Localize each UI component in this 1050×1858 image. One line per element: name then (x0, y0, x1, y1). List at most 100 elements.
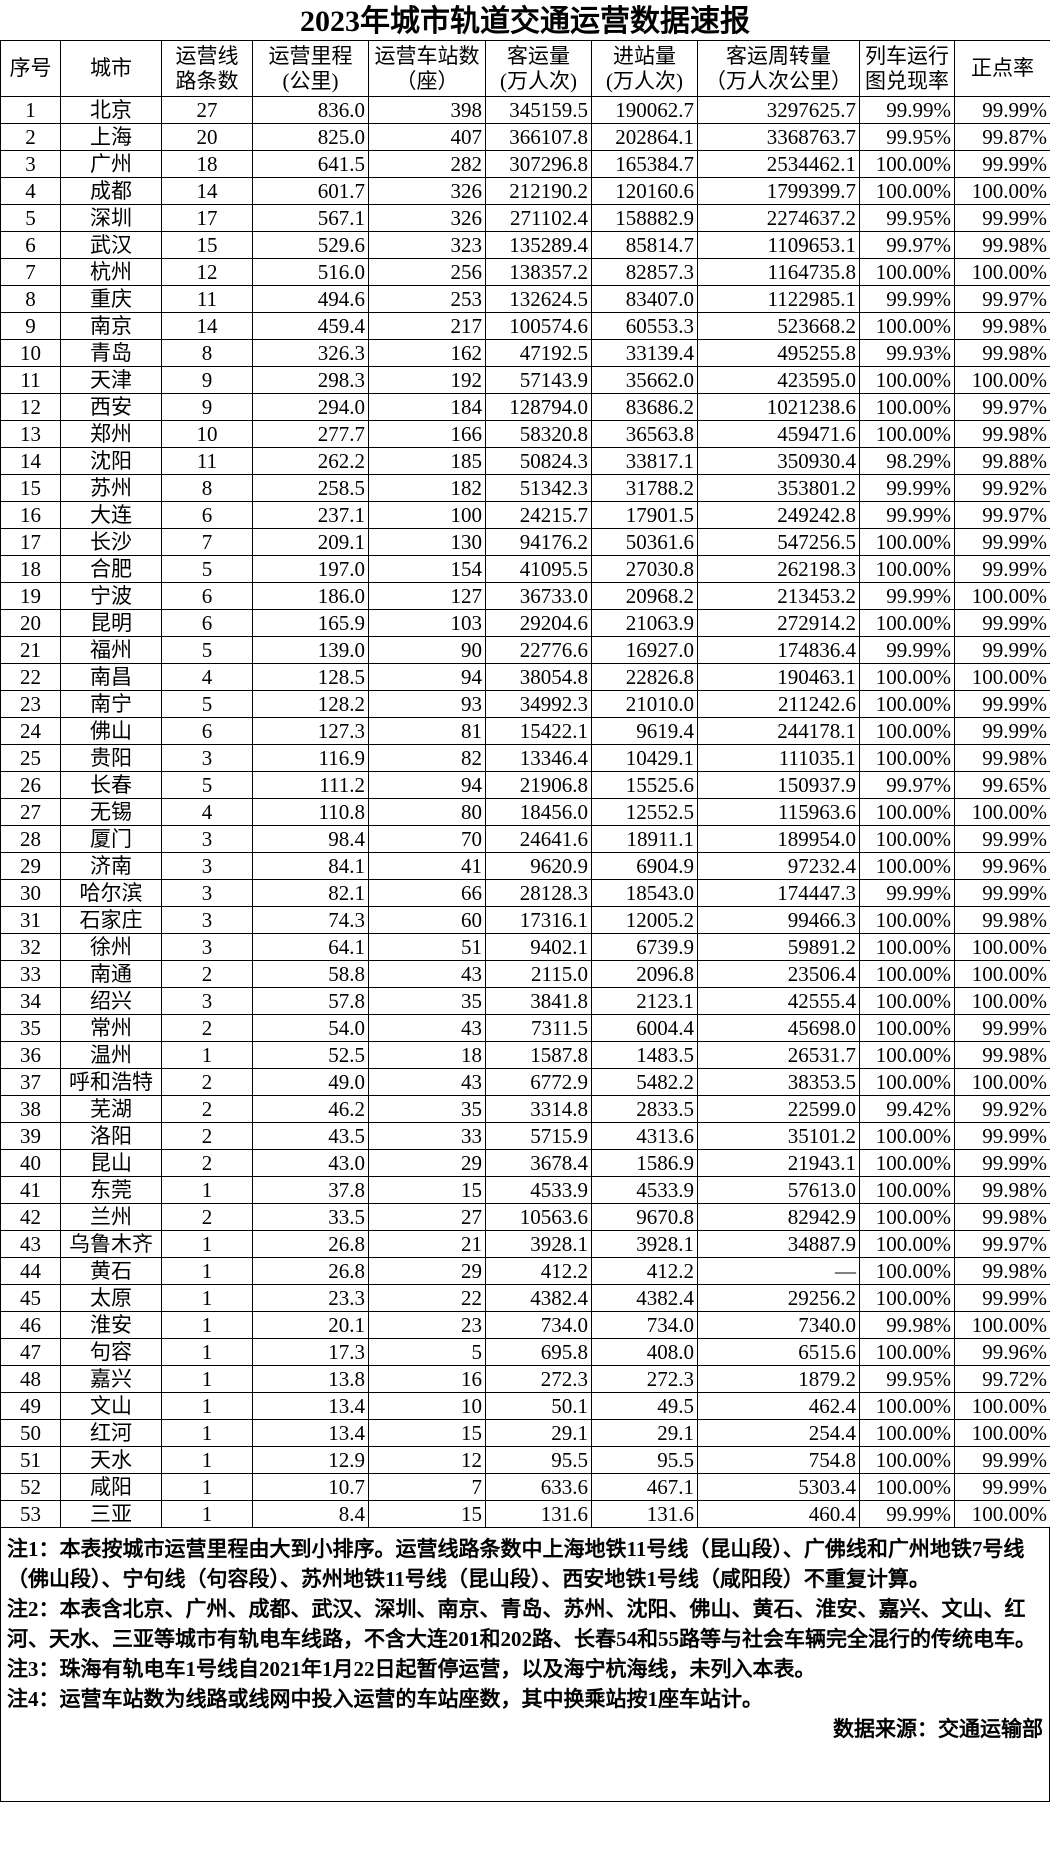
cell-punctuality-rate: 99.97% (954, 393, 1050, 421)
cell-seq: 42 (0, 1203, 61, 1231)
cell-passenger-turnover: 23506.4 (697, 960, 860, 988)
cell-passenger-volume: 695.8 (485, 1338, 592, 1366)
cell-entry-volume: 16927.0 (591, 636, 698, 664)
cell-station-count: 27 (368, 1203, 486, 1231)
cell-city: 南通 (60, 960, 162, 988)
cell-timetable-rate: 100.00% (859, 609, 955, 637)
cell-entry-volume: 165384.7 (591, 150, 698, 178)
cell-seq: 3 (0, 150, 61, 178)
table-row: 36 温州 1 52.5 18 1587.8 1483.5 26531.7 100.00% 99.… (0, 1041, 1050, 1069)
cell-seq: 25 (0, 744, 61, 772)
cell-timetable-rate: 100.00% (859, 744, 955, 772)
cell-punctuality-rate: 99.99% (954, 825, 1050, 853)
table-row: 40 昆山 2 43.0 29 3678.4 1586.9 21943.1 100.00% 99.… (0, 1149, 1050, 1177)
cell-station-count: 217 (368, 312, 486, 340)
cell-mileage: 494.6 (252, 285, 369, 313)
cell-punctuality-rate: 100.00% (954, 960, 1050, 988)
cell-passenger-volume: 57143.9 (485, 366, 592, 394)
note-4: 注4：运营车站数为线路或线网中投入运营的车站座数，其中换乘站按1座车站计。 (7, 1687, 763, 1711)
cell-seq: 1 (0, 96, 61, 124)
cell-mileage: 26.8 (252, 1230, 369, 1258)
cell-entry-volume: 27030.8 (591, 555, 698, 583)
cell-mileage: 52.5 (252, 1041, 369, 1069)
cell-entry-volume: 1483.5 (591, 1041, 698, 1069)
cell-passenger-turnover: 5303.4 (697, 1473, 860, 1501)
cell-seq: 33 (0, 960, 61, 988)
table-row: 32 徐州 3 64.1 51 9402.1 6739.9 59891.2 100.00% 100… (0, 933, 1050, 961)
cell-station-count: 184 (368, 393, 486, 421)
cell-punctuality-rate: 99.97% (954, 1230, 1050, 1258)
cell-passenger-turnover: 423595.0 (697, 366, 860, 394)
cell-seq: 49 (0, 1392, 61, 1420)
cell-seq: 47 (0, 1338, 61, 1366)
cell-passenger-volume: 58320.8 (485, 420, 592, 448)
cell-line-count: 1 (161, 1311, 253, 1339)
cell-station-count: 66 (368, 879, 486, 907)
cell-timetable-rate: 100.00% (859, 1068, 955, 1096)
cell-timetable-rate: 100.00% (859, 1230, 955, 1258)
cell-seq: 32 (0, 933, 61, 961)
table-row: 25 贵阳 3 116.9 82 13346.4 10429.1 111035.1 100.00… (0, 744, 1050, 772)
cell-line-count: 3 (161, 825, 253, 853)
cell-entry-volume: 6004.4 (591, 1014, 698, 1042)
cell-punctuality-rate: 99.87% (954, 123, 1050, 151)
cell-timetable-rate: 99.99% (859, 285, 955, 313)
cell-entry-volume: 272.3 (591, 1365, 698, 1393)
cell-mileage: 459.4 (252, 312, 369, 340)
cell-city: 芜湖 (60, 1095, 162, 1123)
cell-passenger-turnover: 42555.4 (697, 987, 860, 1015)
cell-seq: 6 (0, 231, 61, 259)
cell-mileage: 13.4 (252, 1419, 369, 1447)
cell-seq: 27 (0, 798, 61, 826)
table-row: 35 常州 2 54.0 43 7311.5 6004.4 45698.0 100.00% 99.… (0, 1014, 1050, 1042)
table-row: 46 淮安 1 20.1 23 734.0 734.0 7340.0 99.98% 100.00% (0, 1311, 1050, 1339)
cell-passenger-turnover: 754.8 (697, 1446, 860, 1474)
cell-passenger-volume: 50.1 (485, 1392, 592, 1420)
cell-seq: 53 (0, 1500, 61, 1528)
cell-city: 济南 (60, 852, 162, 880)
cell-station-count: 22 (368, 1284, 486, 1312)
cell-punctuality-rate: 99.98% (954, 420, 1050, 448)
cell-station-count: 5 (368, 1338, 486, 1366)
cell-mileage: 10.7 (252, 1473, 369, 1501)
cell-passenger-turnover: 1164735.8 (697, 258, 860, 286)
cell-passenger-volume: 13346.4 (485, 744, 592, 772)
cell-timetable-rate: 100.00% (859, 825, 955, 853)
cell-line-count: 5 (161, 690, 253, 718)
cell-entry-volume: 4313.6 (591, 1122, 698, 1150)
cell-entry-volume: 21063.9 (591, 609, 698, 637)
cell-timetable-rate: 100.00% (859, 1176, 955, 1204)
column-header-passenger-turnover: 客运周转量 （万人次公里） (697, 40, 860, 97)
cell-city: 成都 (60, 177, 162, 205)
cell-entry-volume: 83407.0 (591, 285, 698, 313)
cell-passenger-turnover: 353801.2 (697, 474, 860, 502)
cell-station-count: 90 (368, 636, 486, 664)
cell-line-count: 1 (161, 1500, 253, 1528)
column-header-punctuality-rate: 正点率 (954, 40, 1050, 97)
cell-mileage: 33.5 (252, 1203, 369, 1231)
cell-passenger-turnover: 34887.9 (697, 1230, 860, 1258)
cell-passenger-volume: 6772.9 (485, 1068, 592, 1096)
cell-station-count: 81 (368, 717, 486, 745)
cell-line-count: 2 (161, 1014, 253, 1042)
table-row: 4 成都 14 601.7 326 212190.2 120160.6 1799399.7 10… (0, 177, 1050, 205)
cell-entry-volume: 21010.0 (591, 690, 698, 718)
cell-mileage: 197.0 (252, 555, 369, 583)
cell-passenger-volume: 4382.4 (485, 1284, 592, 1312)
cell-passenger-volume: 3928.1 (485, 1230, 592, 1258)
cell-timetable-rate: 100.00% (859, 1338, 955, 1366)
cell-city: 昆山 (60, 1149, 162, 1177)
cell-station-count: 43 (368, 1068, 486, 1096)
cell-passenger-volume: 9620.9 (485, 852, 592, 880)
cell-mileage: 825.0 (252, 123, 369, 151)
cell-mileage: 567.1 (252, 204, 369, 232)
cell-city: 嘉兴 (60, 1365, 162, 1393)
cell-line-count: 1 (161, 1473, 253, 1501)
cell-timetable-rate: 100.00% (859, 798, 955, 826)
cell-station-count: 154 (368, 555, 486, 583)
cell-passenger-volume: 29.1 (485, 1419, 592, 1447)
cell-station-count: 15 (368, 1500, 486, 1528)
cell-seq: 17 (0, 528, 61, 556)
cell-line-count: 3 (161, 744, 253, 772)
cell-timetable-rate: 100.00% (859, 960, 955, 988)
